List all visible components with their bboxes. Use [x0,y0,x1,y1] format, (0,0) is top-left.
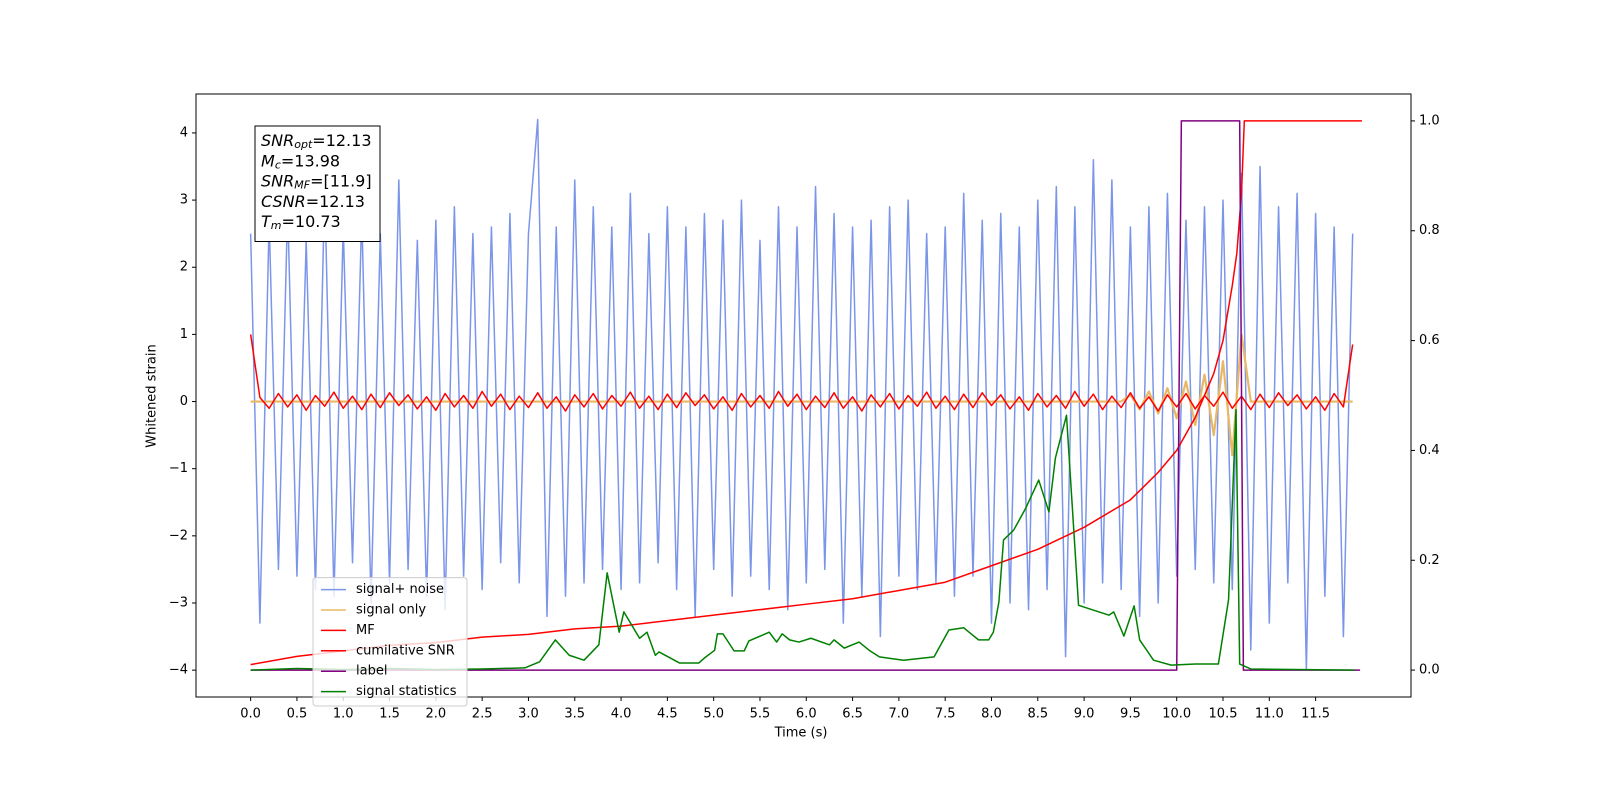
x-tick-label: 0.0 [240,707,261,722]
legend-label: cumilative SNR [356,643,455,658]
y2-tick-label: 0.8 [1419,223,1440,238]
legend-label: signal statistics [356,684,457,699]
y-axis-label: Whitened strain [145,344,160,447]
legend-label: signal only [356,603,426,618]
annotation-value: =13.98 [281,151,340,170]
x-tick-label: 0.5 [287,707,308,722]
x-axis-label: Time (s) [774,726,828,741]
y-tick-label: −3 [169,595,188,610]
x-tick-label: 9.0 [1074,707,1095,722]
series-line [250,120,1361,671]
annotation-subscript: m [271,219,282,232]
y2-tick-label: 0.4 [1419,443,1440,458]
annotation: SNRopt=12.13 [261,131,372,152]
annotation: Mc=13.98 [261,151,340,172]
annotation-box [254,125,381,242]
y2-tick-label: 0.2 [1419,553,1440,568]
x-tick-label: 5.0 [703,707,724,722]
annotation-value: =12.13 [312,131,371,150]
y-tick-label: 3 [180,193,188,208]
series-line [250,409,1355,671]
x-tick-label: 2.5 [472,707,493,722]
x-tick-label: 7.0 [889,707,910,722]
annotation-symbol: SNR [261,171,294,190]
legend-label: signal+ noise [356,582,444,597]
y-tick-label: 1 [180,327,188,342]
annotation-value: =10.73 [282,212,341,231]
y2-tick-label: 0.0 [1419,663,1440,678]
x-tick-label: 4.5 [657,707,678,722]
annotation-symbol: SNR [261,131,294,150]
x-tick-label: 1.5 [379,707,400,722]
legend-label: MF [356,623,375,638]
annotation-value: =12.13 [306,191,365,210]
x-tick-label: 1.0 [333,707,354,722]
annotation: Tm=10.73 [261,212,341,233]
x-tick-label: 9.5 [1120,707,1141,722]
y-tick-label: 0 [180,394,188,409]
y-tick-label: 2 [180,260,188,275]
x-tick-label: 11.0 [1255,707,1284,722]
x-tick-label: 8.0 [981,707,1002,722]
annotation-subscript: c [275,158,281,171]
y-tick-label: −4 [169,663,188,678]
x-tick-label: 6.5 [842,707,863,722]
x-tick-label: 11.5 [1301,707,1330,722]
y-tick-label: −1 [169,461,188,476]
x-tick-label: 10.0 [1162,707,1191,722]
annotation: SNRMF=[11.9] [261,171,372,192]
annotation-symbol: M [261,151,275,170]
annotation-value: =[11.9] [310,171,372,190]
series-line [249,118,1354,671]
annotation-symbol: T [261,212,272,231]
legend-box [312,577,468,707]
annotation-symbol: CSNR [261,191,306,210]
legend-label: label [356,664,387,679]
x-tick-label: 2.0 [426,707,447,722]
series-line [250,120,1362,666]
y2-tick-label: 0.6 [1419,333,1440,348]
x-tick-label: 10.5 [1209,707,1238,722]
series-line [249,334,1354,412]
annotation-subscript: opt [294,138,313,151]
x-tick-label: 3.0 [518,707,539,722]
annotation: CSNR=12.13 [261,191,365,210]
x-tick-label: 4.0 [611,707,632,722]
y2-tick-label: 1.0 [1419,113,1440,128]
x-tick-label: 7.5 [935,707,956,722]
x-tick-label: 8.5 [1027,707,1048,722]
y-tick-label: −2 [169,528,188,543]
x-tick-label: 6.0 [796,707,817,722]
x-tick-label: 3.5 [564,707,585,722]
annotation-subscript: MF [294,179,310,192]
y-tick-label: 4 [180,125,188,140]
axes-frame [195,93,1412,698]
x-tick-label: 5.5 [750,707,771,722]
